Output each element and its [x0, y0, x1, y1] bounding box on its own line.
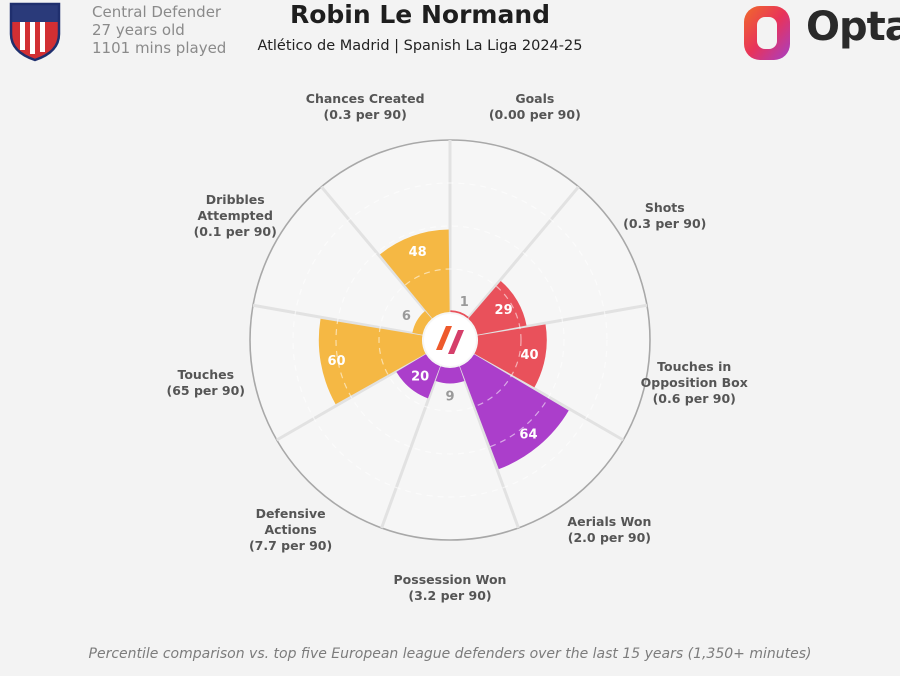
bar-shots	[468, 280, 527, 335]
footnote: Percentile comparison vs. top five Europ…	[88, 646, 812, 662]
club-league-subtitle: Atlético de Madrid | Spanish La Liga 202…	[257, 38, 583, 54]
category-label: Touches in	[657, 359, 731, 374]
opta-wordmark: Opta	[806, 4, 900, 50]
player-name-title: Robin Le Normand	[289, 0, 551, 29]
category-per90: (0.6 per 90)	[653, 391, 736, 406]
percentile-ring	[335, 225, 565, 455]
player-age: 27 years old	[92, 21, 185, 39]
value-label: 40	[521, 348, 539, 363]
bar-dribbles-attempted	[412, 310, 432, 335]
bar-defensive-actions	[396, 354, 441, 399]
category-per90: (0.1 per 90)	[194, 224, 277, 239]
category-per90: (65 per 90)	[167, 383, 246, 398]
player-minutes: 1101 mins played	[92, 39, 227, 57]
category-label: Aerials Won	[567, 514, 651, 529]
sector-divider	[380, 365, 442, 529]
percentile-ring	[292, 182, 608, 498]
value-label: 48	[409, 245, 427, 260]
category-per90: (3.2 per 90)	[408, 588, 491, 603]
category-label: Attempted	[197, 208, 272, 223]
center-logo-mark	[436, 326, 452, 350]
category-label: Possession Won	[394, 572, 507, 587]
category-label: Defensive	[256, 506, 326, 521]
sector-divider	[320, 185, 434, 320]
category-label: Opposition Box	[641, 375, 748, 390]
value-label: 1	[460, 295, 469, 310]
sector-divider	[458, 365, 520, 529]
category-label: Chances Created	[306, 91, 425, 106]
bar-touches-in-opposition-box	[474, 324, 547, 388]
bar-chances-created	[379, 229, 450, 319]
value-label: 9	[445, 389, 454, 404]
center-logo-mark	[448, 330, 464, 354]
bar-aerials-won	[459, 354, 569, 470]
center-disk	[424, 314, 476, 366]
value-label: 6	[402, 309, 411, 324]
category-per90: (7.7 per 90)	[249, 538, 332, 553]
category-label: Dribbles	[206, 192, 265, 207]
category-per90: (0.3 per 90)	[324, 107, 407, 122]
category-per90: (0.00 per 90)	[489, 107, 581, 122]
bar-possession-won	[435, 366, 465, 384]
value-label: 60	[328, 354, 346, 369]
value-label: 64	[519, 428, 537, 443]
percentile-ring	[378, 268, 522, 412]
category-per90: (0.3 per 90)	[623, 216, 706, 231]
bar-touches	[318, 318, 426, 405]
category-label: Goals	[515, 91, 554, 106]
player-info: Central Defender 27 years old 1101 mins …	[92, 3, 226, 57]
player-position: Central Defender	[92, 3, 222, 21]
category-per90: (2.0 per 90)	[568, 530, 651, 545]
bar-goals	[450, 310, 469, 319]
category-label: Shots	[645, 200, 685, 215]
value-label: 20	[411, 370, 429, 385]
opta-logo	[744, 6, 790, 60]
category-label: Actions	[264, 522, 316, 537]
club-badge-logo	[9, 2, 61, 62]
value-label: 29	[495, 303, 513, 318]
category-label: Touches	[177, 367, 234, 382]
